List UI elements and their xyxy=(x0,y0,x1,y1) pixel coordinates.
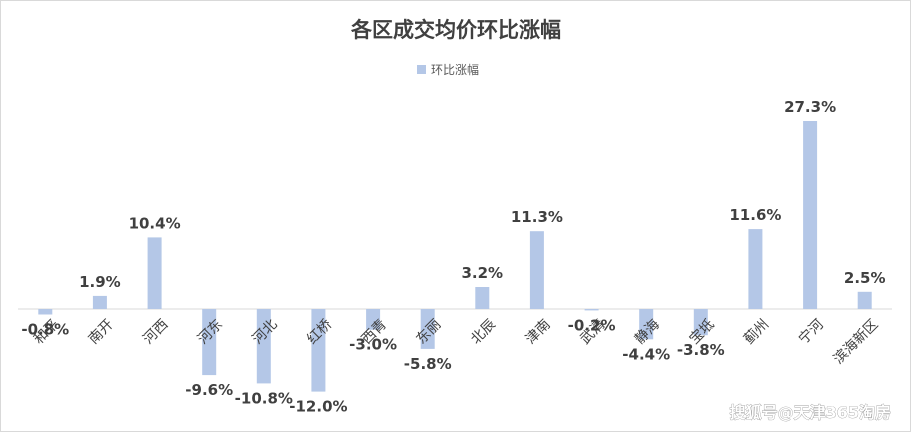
bar xyxy=(803,121,818,309)
data-label: 10.4% xyxy=(129,214,181,232)
category-label: 蓟州 xyxy=(741,317,772,348)
data-label: -4.4% xyxy=(622,345,670,363)
bar xyxy=(639,309,654,340)
data-label: 2.5% xyxy=(844,269,886,287)
category-label: 津南 xyxy=(523,317,554,348)
category-label: 红桥 xyxy=(304,317,335,348)
data-label: -10.8% xyxy=(235,389,293,407)
chart-title: 各区成交均价环比涨幅 xyxy=(350,18,561,42)
data-label: 27.3% xyxy=(784,98,836,116)
bar xyxy=(475,287,490,309)
bar xyxy=(92,295,107,309)
data-label: -9.6% xyxy=(185,381,233,399)
category-label: 河北 xyxy=(250,317,281,348)
legend: 环比涨幅 xyxy=(417,62,479,77)
bar xyxy=(857,291,872,309)
bar xyxy=(256,309,271,384)
data-label: -3.8% xyxy=(677,341,725,359)
bar xyxy=(693,309,708,336)
category-label: 静海 xyxy=(632,317,663,348)
legend-label: 环比涨幅 xyxy=(431,62,479,77)
data-label: 11.3% xyxy=(511,208,563,226)
bar xyxy=(202,309,217,376)
category-label: 东丽 xyxy=(413,317,444,348)
bar xyxy=(366,309,381,330)
bar xyxy=(529,231,544,309)
bar-series xyxy=(38,121,872,392)
data-label: 1.9% xyxy=(79,273,121,291)
data-labels: -0.8% 1.9% 10.4% -9.6% -10.8%-12.0% -3.0% -5.8… xyxy=(21,98,885,416)
bar xyxy=(420,309,435,349)
data-label: 3.2% xyxy=(461,264,503,282)
category-labels: 和平 南开 河西 河东 河北 红桥 西青 东丽 北辰 津南 武清 静海 宝坻 蓟州 宁河 滨海新区 xyxy=(31,316,882,368)
bar xyxy=(748,229,763,309)
data-label: -0.8% xyxy=(21,321,69,339)
bar xyxy=(311,309,326,392)
bar xyxy=(584,309,599,311)
category-label: 北辰 xyxy=(468,317,499,348)
category-label: 南开 xyxy=(86,317,117,348)
data-label: -5.8% xyxy=(404,355,452,373)
bar xyxy=(147,237,162,309)
data-label: -0.2% xyxy=(568,316,616,334)
data-label: -12.0% xyxy=(289,398,347,416)
watermark: 搜狐号@天津365淘房 xyxy=(730,403,891,422)
data-label: -3.0% xyxy=(349,336,397,354)
category-label: 河东 xyxy=(195,317,226,348)
data-label: 11.6% xyxy=(729,206,781,224)
legend-swatch xyxy=(417,65,426,74)
category-label: 滨海新区 xyxy=(831,317,882,368)
category-label: 河西 xyxy=(140,317,171,348)
bar xyxy=(38,309,53,315)
category-label: 宁河 xyxy=(795,316,827,348)
